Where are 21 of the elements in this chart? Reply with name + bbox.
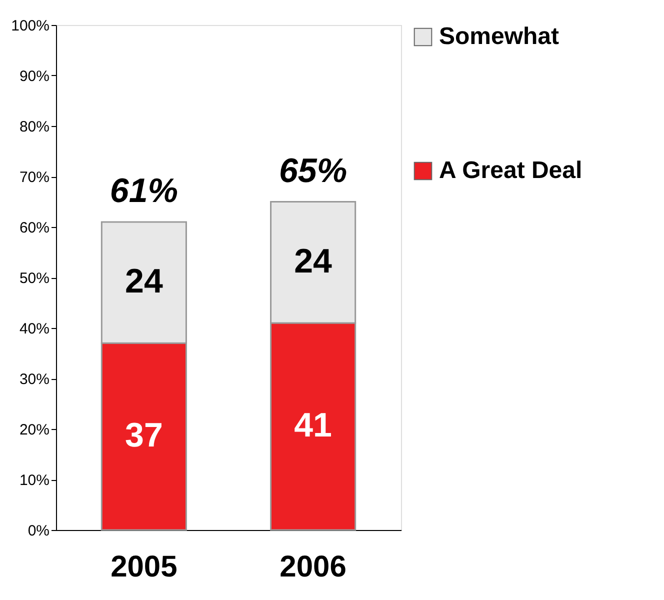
y-tick-label: 60% bbox=[19, 220, 50, 236]
x-tick-label: 2005 bbox=[110, 550, 178, 584]
x-tick-label: 2006 bbox=[280, 550, 346, 584]
y-tick-label: 10% bbox=[19, 472, 50, 489]
y-tick-label: 40% bbox=[19, 320, 50, 338]
y-tick-label: 20% bbox=[19, 422, 50, 438]
y-tick-label: 50% bbox=[19, 270, 50, 287]
y-tick-label: 70% bbox=[19, 169, 50, 186]
y-tick-label: 80% bbox=[19, 118, 50, 136]
y-tick-label: 0% bbox=[28, 522, 50, 540]
data-label: 24 bbox=[294, 242, 332, 280]
data-label: 41 bbox=[294, 406, 332, 444]
legend-label: A Great Deal bbox=[439, 157, 582, 184]
data-label: 24 bbox=[125, 262, 163, 301]
y-tick-label: 100% bbox=[11, 18, 50, 34]
total-label: 61% bbox=[110, 172, 178, 210]
total-label: 65% bbox=[279, 152, 348, 190]
data-label: 37 bbox=[125, 416, 163, 455]
legend-label: Somewhat bbox=[439, 23, 560, 50]
y-tick-label: 90% bbox=[19, 68, 50, 85]
y-tick-label: 30% bbox=[19, 371, 50, 388]
